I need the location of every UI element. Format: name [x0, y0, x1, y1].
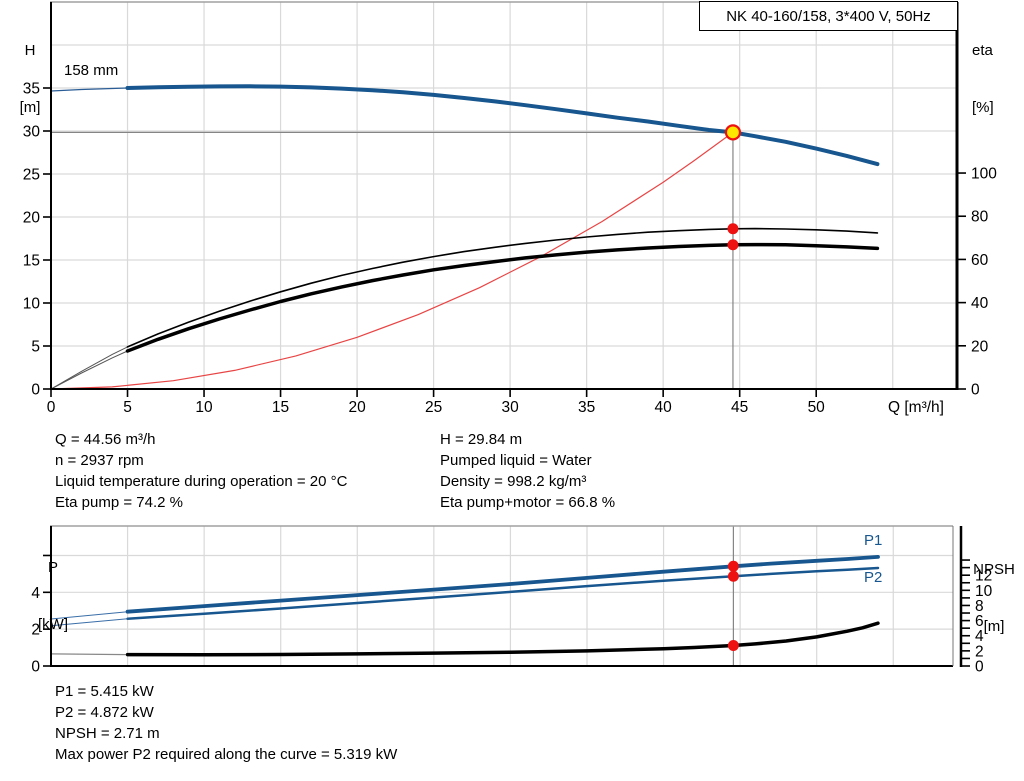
tick-label: 8 — [975, 598, 984, 615]
npsh-value: NPSH = 2.71 m — [55, 725, 160, 742]
curve-p2[interactable] — [126, 566, 880, 621]
tick-label: 60 — [971, 252, 989, 269]
curve-p2-thin — [50, 618, 128, 627]
tick-label: 40 — [655, 399, 673, 416]
npsh-point-marker[interactable] — [727, 639, 739, 651]
tick-label: 10 — [195, 399, 213, 416]
tick-label: 5 — [31, 339, 40, 356]
tick-label: 25 — [23, 167, 40, 184]
p2-point-marker[interactable] — [727, 570, 739, 582]
speed-value: n = 2937 rpm — [55, 452, 144, 469]
tick-label: 4 — [975, 628, 984, 645]
tick-label: 25 — [425, 399, 442, 416]
tick-label: Q [m³/h] — [888, 399, 944, 416]
curve-eta-pump-motor-thin — [50, 350, 128, 390]
tick-label: 0 — [47, 399, 56, 416]
eta-axis-title-line1: eta — [972, 42, 993, 59]
pump-designation: NK 40-160/158, 3*400 V, 50Hz — [726, 7, 931, 25]
eta-pump-point-marker[interactable] — [727, 223, 739, 235]
head-axis-title-line2: [m] — [19, 99, 41, 116]
tick-label: 100 — [971, 166, 997, 183]
npsh-axis-title-line1: NPSH — [973, 561, 1015, 578]
liquid-temperature-value: Liquid temperature during operation = 20… — [55, 473, 348, 490]
duty-data-left: Q = 44.56 m³/h n = 2937 rpm Liquid tempe… — [55, 429, 347, 513]
curve-p1[interactable] — [125, 555, 880, 614]
curve-eta-pump[interactable] — [126, 227, 879, 348]
tick-label: 6 — [975, 613, 984, 630]
npsh-axis-title-line2: [m] — [983, 618, 1005, 635]
tick-label: 4 — [31, 585, 40, 602]
density-value: Density = 998.2 kg/m³ — [440, 473, 587, 490]
pump-designation-box: NK 40-160/158, 3*400 V, 50Hz — [699, 1, 958, 31]
curve-eta-pump-thin — [50, 346, 128, 390]
tick-label: 30 — [23, 124, 41, 141]
tick-label: 15 — [272, 399, 289, 416]
p1-curve-label: P1 — [864, 532, 883, 549]
tick-label: 15 — [23, 253, 40, 270]
tick-label: 35 — [23, 81, 40, 98]
curve-p1-thin — [50, 611, 128, 620]
p1-point-marker[interactable] — [727, 560, 739, 572]
head-axis-title: H [m] — [10, 3, 50, 155]
max-power-value: Max power P2 required along the curve = … — [55, 746, 398, 763]
power-axis-title: P [kW] — [24, 520, 82, 672]
tick-label: 40 — [971, 295, 989, 312]
p2-curve-label: P2 — [864, 569, 883, 586]
tick-label: 0 — [975, 659, 984, 676]
power-data-block: P1 = 5.415 kW P2 = 4.872 kW NPSH = 2.71 … — [55, 681, 397, 765]
tick-label: 0 — [971, 382, 980, 399]
impeller-diameter-label: 158 mm — [64, 62, 119, 79]
eta-pump-motor-value: Eta pump+motor = 66.8 % — [440, 494, 616, 511]
power-axis-title-line2: [kW] — [38, 616, 68, 633]
curve-pump-head-158mm[interactable] — [125, 84, 880, 167]
tick-label: 0 — [31, 382, 40, 399]
tick-label: 5 — [123, 399, 132, 416]
curve-pump-head-158mm-thin — [50, 87, 128, 92]
curve-npsh-thin — [50, 653, 128, 656]
duty-data-right: H = 29.84 m Pumped liquid = Water Densit… — [440, 429, 615, 513]
p1-value: P1 = 5.415 kW — [55, 683, 154, 700]
p2-value: P2 = 4.872 kW — [55, 704, 154, 721]
tick-label: 20 — [348, 399, 366, 416]
eta-axis-title: eta [%] — [972, 3, 1018, 155]
tick-label: 12 — [975, 568, 992, 585]
curve-system-curve[interactable] — [50, 131, 734, 390]
pumped-liquid-value: Pumped liquid = Water — [440, 452, 592, 469]
npsh-axis-title: NPSH [m] — [966, 522, 1022, 674]
tick-label: 45 — [731, 399, 748, 416]
curve-npsh[interactable] — [125, 621, 880, 657]
tick-label: 30 — [501, 399, 519, 416]
tick-label: 2 — [31, 622, 40, 639]
eta-pump-value: Eta pump = 74.2 % — [55, 494, 183, 511]
power-axis-title-line1: P — [47, 559, 58, 576]
duty-point-marker[interactable] — [724, 124, 742, 141]
eta-total-point-marker[interactable] — [727, 239, 739, 251]
tick-label: 10 — [23, 296, 41, 313]
head-axis-title-line1: H — [24, 42, 36, 59]
tick-label: 2 — [975, 643, 984, 660]
head-value: H = 29.84 m — [440, 431, 523, 448]
tick-label: 10 — [975, 583, 993, 600]
tick-label: 50 — [808, 399, 826, 416]
tick-label: 35 — [578, 399, 595, 416]
curve-eta-pump-motor[interactable] — [125, 242, 880, 353]
tick-label: 80 — [971, 209, 989, 226]
tick-label: 0 — [31, 659, 40, 676]
flow-value: Q = 44.56 m³/h — [55, 431, 156, 448]
tick-label: 20 — [971, 338, 989, 355]
eta-axis-title-line2: [%] — [972, 99, 994, 116]
tick-label: 20 — [23, 210, 41, 227]
